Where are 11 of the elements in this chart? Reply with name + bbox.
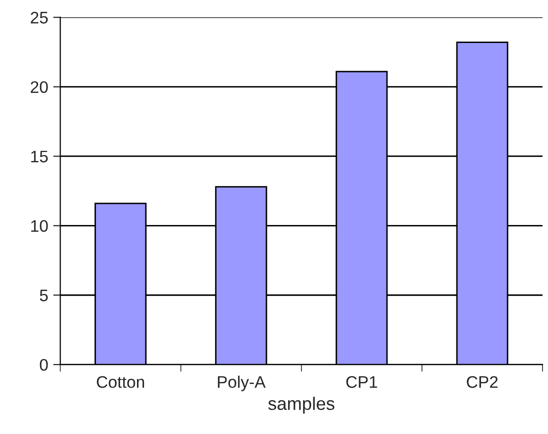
y-tick-label: 5 <box>40 290 48 302</box>
x-tick-label: Poly-A <box>218 376 266 392</box>
x-tick-label: CP2 <box>466 376 498 388</box>
x-tick-label: CP1 <box>346 376 378 388</box>
x-axis-title: samples <box>268 396 334 414</box>
y-tick-label: 25 <box>30 12 48 24</box>
x-tick-label: Cotton <box>96 376 144 388</box>
y-tick-label: 0 <box>40 358 48 371</box>
y-tick-label: 15 <box>31 150 48 162</box>
y-tick-label: 20 <box>30 81 48 94</box>
y-tick-label: 10 <box>31 220 48 232</box>
